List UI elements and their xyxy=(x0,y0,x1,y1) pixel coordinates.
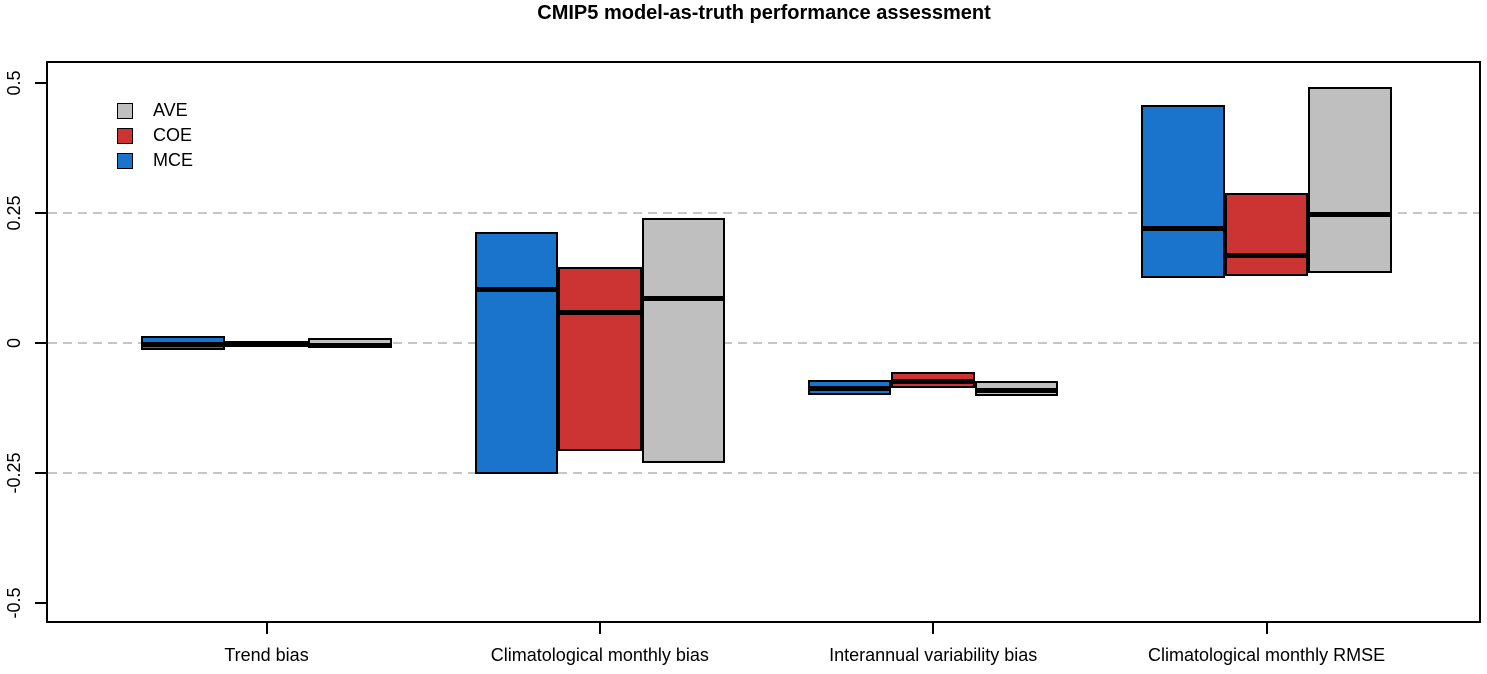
legend-label: COE xyxy=(153,125,193,145)
box-coe-0 xyxy=(224,340,309,347)
x-axis-label: Climatological monthly RMSE xyxy=(1148,645,1386,665)
x-tick-mark xyxy=(1265,623,1268,634)
y-tick-label: 0.5 xyxy=(4,69,24,96)
median-line xyxy=(308,342,392,348)
legend-label: MCE xyxy=(153,150,193,170)
legend-swatch-ave xyxy=(117,102,133,119)
y-tick-label: 0.25 xyxy=(4,194,24,231)
y-tick-mark xyxy=(35,81,46,84)
chart-title: CMIP5 model-as-truth performance assessm… xyxy=(537,2,991,24)
y-tick-mark xyxy=(35,471,46,474)
legend-swatch-mce xyxy=(117,152,133,169)
y-tick-label: -0.25 xyxy=(4,451,24,494)
gridline-0 xyxy=(48,341,1479,344)
legend: AVE COE MCE xyxy=(117,98,193,173)
box-mce-3 xyxy=(1141,105,1225,278)
legend-swatch-coe xyxy=(117,127,133,144)
median-line xyxy=(1224,252,1309,258)
legend-item-coe: COE xyxy=(117,123,193,148)
box-ave-1 xyxy=(641,218,726,464)
median-line xyxy=(807,385,892,391)
median-line xyxy=(974,387,1059,393)
median-line xyxy=(891,379,975,385)
box-ave-3 xyxy=(1308,87,1392,273)
gridline--0.25 xyxy=(48,471,1479,474)
y-tick-mark xyxy=(35,211,46,214)
y-tick-mark xyxy=(35,601,46,604)
box-ave-2 xyxy=(974,380,1059,397)
median-line xyxy=(1308,211,1392,217)
gridline-0.25 xyxy=(48,211,1479,214)
box-mce-1 xyxy=(474,232,559,475)
y-tick-mark xyxy=(35,341,46,344)
x-axis-label: Interannual variability bias xyxy=(829,645,1038,665)
x-tick-mark xyxy=(265,623,268,634)
x-tick-mark xyxy=(598,623,601,634)
y-tick-label: -0.5 xyxy=(4,586,24,619)
legend-label: AVE xyxy=(153,100,188,120)
x-tick-mark xyxy=(932,623,935,634)
box-coe-3 xyxy=(1224,193,1309,276)
x-axis-label: Climatological monthly bias xyxy=(490,645,709,665)
box-mce-2 xyxy=(807,379,892,396)
median-line xyxy=(141,341,225,347)
median-line xyxy=(558,309,642,315)
box-coe-1 xyxy=(558,267,642,452)
legend-item-mce: MCE xyxy=(117,148,193,173)
plot-frame xyxy=(46,61,1481,623)
x-axis-label: Trend bias xyxy=(224,645,309,665)
legend-item-ave: AVE xyxy=(117,98,193,123)
y-tick-label: 0 xyxy=(4,337,24,348)
box-ave-0 xyxy=(308,337,392,349)
median-line xyxy=(474,287,559,293)
box-coe-2 xyxy=(891,372,975,389)
box-mce-0 xyxy=(141,336,225,351)
median-line xyxy=(641,295,726,301)
median-line xyxy=(224,342,309,347)
median-line xyxy=(1141,225,1225,231)
